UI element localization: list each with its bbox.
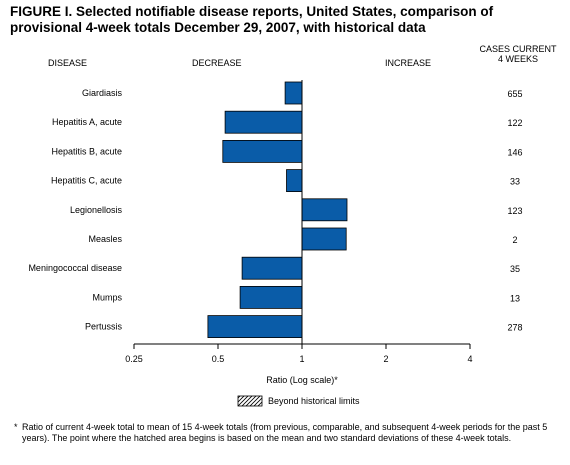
- bars-layer: [207, 81, 348, 339]
- cases-value-hepatitis-a-acute: 122: [507, 118, 522, 128]
- bar-pertussis: [207, 315, 303, 339]
- x-tick-label-4: 4: [467, 354, 472, 364]
- bar-giardiasis: [284, 81, 303, 105]
- x-tick-label-2: 1: [299, 354, 304, 364]
- bar-hepatitis-a-acute: [224, 110, 303, 134]
- category-label-measles: Measles: [88, 234, 122, 244]
- cases-value-legionellosis: 123: [507, 206, 522, 216]
- bar-meningococcal-disease: [241, 256, 303, 280]
- x-axis: 0.25 0.5 1 2 4: [125, 80, 473, 364]
- category-label-hepatitis-a-acute: Hepatitis A, acute: [52, 117, 122, 127]
- x-axis-label: Ratio (Log scale)*: [266, 375, 338, 385]
- footnote-text: Ratio of current 4-week total to mean of…: [22, 422, 548, 443]
- disease-column-header: DISEASE: [48, 58, 88, 68]
- decrease-header: DECREASE: [192, 58, 242, 68]
- cases-value-hepatitis-c-acute: 33: [510, 177, 520, 187]
- bar-measles: [301, 227, 347, 251]
- x-tick-label-0: 0.25: [125, 354, 143, 364]
- cases-header-line2: 4 WEEKS: [497, 54, 538, 64]
- cases-header-line1: CASES CURRENT: [479, 44, 557, 54]
- cases-value-measles: 2: [512, 235, 517, 245]
- cases-column-header: CASES CURRENT 4 WEEKS: [468, 44, 568, 64]
- footnote-marker: *: [14, 422, 18, 432]
- x-tick-label-1: 0.5: [212, 354, 225, 364]
- cases-value-mumps: 13: [510, 293, 520, 303]
- category-label-legionellosis: Legionellosis: [70, 205, 123, 215]
- cases-value-pertussis: 278: [507, 323, 522, 333]
- legend-label: Beyond historical limits: [268, 396, 360, 406]
- category-label-hepatitis-b-acute: Hepatitis B, acute: [51, 146, 122, 156]
- legend-hatch-swatch: [237, 395, 263, 407]
- increase-header: INCREASE: [385, 58, 432, 68]
- bar-hepatitis-c-acute: [286, 169, 303, 193]
- figure-title: FIGURE I. Selected notifiable disease re…: [10, 4, 494, 35]
- labels-layer: Giardiasis 655 Hepatitis A, acute 122 Hepati…: [28, 88, 522, 333]
- bar-legionellosis: [301, 198, 348, 222]
- cases-value-meningococcal-disease: 35: [510, 264, 520, 274]
- bar-hepatitis-b-acute: [222, 139, 303, 163]
- category-label-mumps: Mumps: [92, 292, 122, 302]
- category-label-hepatitis-c-acute: Hepatitis C, acute: [51, 176, 122, 186]
- cases-value-giardiasis: 655: [507, 89, 522, 99]
- bar-mumps: [239, 285, 303, 309]
- x-tick-label-3: 2: [383, 354, 388, 364]
- category-label-giardiasis: Giardiasis: [82, 88, 123, 98]
- category-label-pertussis: Pertussis: [85, 322, 123, 332]
- cases-value-hepatitis-b-acute: 146: [507, 147, 522, 157]
- footnote: * Ratio of current 4-week total to mean …: [14, 422, 562, 444]
- category-label-meningococcal-disease: Meningococcal disease: [28, 263, 122, 273]
